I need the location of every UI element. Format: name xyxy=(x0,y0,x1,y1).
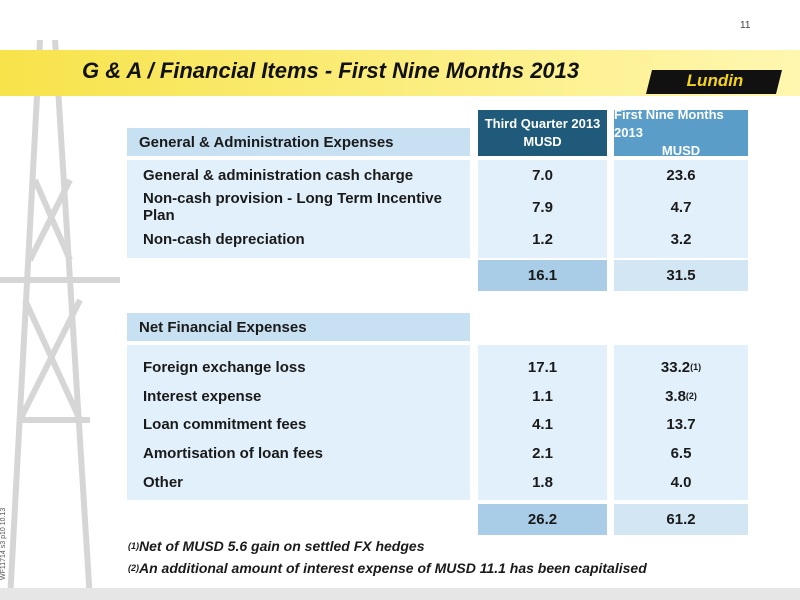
value-text: 3.2 xyxy=(670,230,692,248)
row-value: 4.0 xyxy=(614,470,748,494)
footnote-marker: (1) xyxy=(128,541,139,551)
row-band xyxy=(127,345,470,500)
row-value: 1.2 xyxy=(532,230,553,248)
row-value: 6.5 xyxy=(614,441,748,465)
row-label: Non-cash depreciation xyxy=(143,230,305,248)
row-value: 3.2 xyxy=(614,227,748,251)
row-band xyxy=(478,160,607,258)
footnote-marker: (1) xyxy=(690,362,702,372)
value-text: 13.7 xyxy=(666,415,696,433)
row-band xyxy=(127,160,470,258)
row-value: 7.0 xyxy=(532,166,553,184)
column-header-line: MUSD xyxy=(523,134,562,149)
row-label: Foreign exchange loss xyxy=(143,358,306,376)
row-value: 1.1 xyxy=(532,387,553,405)
row-value: 4.7 xyxy=(614,195,748,219)
footnote-marker: (2) xyxy=(128,563,139,573)
value-text: 4.0 xyxy=(670,473,692,491)
row-band xyxy=(478,345,607,500)
value-text: 3.8 xyxy=(665,387,686,405)
total-value: 16.1 xyxy=(478,260,607,291)
value-text: 4.7 xyxy=(670,198,692,216)
footnote: (1) Net of MUSD 5.6 gain on settled FX he… xyxy=(128,535,424,557)
row-label: Other xyxy=(143,473,184,491)
column-header-line: First Nine Months 2013 xyxy=(614,107,724,140)
row-label: General & administration cash charge xyxy=(143,166,414,184)
row-label: Amortisation of loan fees xyxy=(143,444,324,462)
row-value: 23.6 xyxy=(614,163,748,187)
row-label: Non-cash provision - Long Term Incentive… xyxy=(143,190,442,224)
footnote-marker: (2) xyxy=(685,391,697,401)
row-value: 2.1 xyxy=(532,444,553,462)
footnote-text: An additional amount of interest expense… xyxy=(139,560,647,576)
column-header-line: MUSD xyxy=(661,143,701,158)
row-band xyxy=(614,345,748,500)
row-value: 7.9 xyxy=(532,198,553,216)
total-value: 26.2 xyxy=(478,504,607,535)
column-header: Third Quarter 2013 MUSD xyxy=(478,110,607,156)
total-value: 61.2 xyxy=(614,504,748,535)
value-text: 23.6 xyxy=(666,166,696,184)
slide-title: G & A / Financial Items - First Nine Mon… xyxy=(82,58,580,83)
value-text: 6.5 xyxy=(670,444,692,462)
row-band xyxy=(614,160,748,258)
row-label: Loan commitment fees xyxy=(143,415,307,433)
row-value: 1.8 xyxy=(532,473,553,491)
side-code: WF11714 s3 p10 10.13 xyxy=(0,507,7,580)
value-text: 33.2 xyxy=(660,358,691,376)
logo: Lundin xyxy=(686,71,744,90)
row-value: 13.7 xyxy=(614,412,748,436)
footnote: (2) An additional amount of interest expe… xyxy=(128,557,647,579)
page-number: 11 xyxy=(740,20,751,31)
row-value: 33.2 (1) xyxy=(614,355,748,379)
total-value: 31.5 xyxy=(614,260,748,291)
column-header: First Nine Months 2013 MUSD xyxy=(614,107,748,158)
row-value: 17.1 xyxy=(527,358,558,376)
column-header-line: Third Quarter 2013 xyxy=(484,116,601,131)
footnote-text: Net of MUSD 5.6 gain on settled FX hedge… xyxy=(139,538,425,554)
row-label: Interest expense xyxy=(143,387,262,405)
row-value: 4.1 xyxy=(532,415,553,433)
row-value: 3.8 (2) xyxy=(614,384,748,408)
section-heading: Net Financial Expenses xyxy=(127,313,470,341)
section-heading: General & Administration Expenses xyxy=(127,128,470,156)
